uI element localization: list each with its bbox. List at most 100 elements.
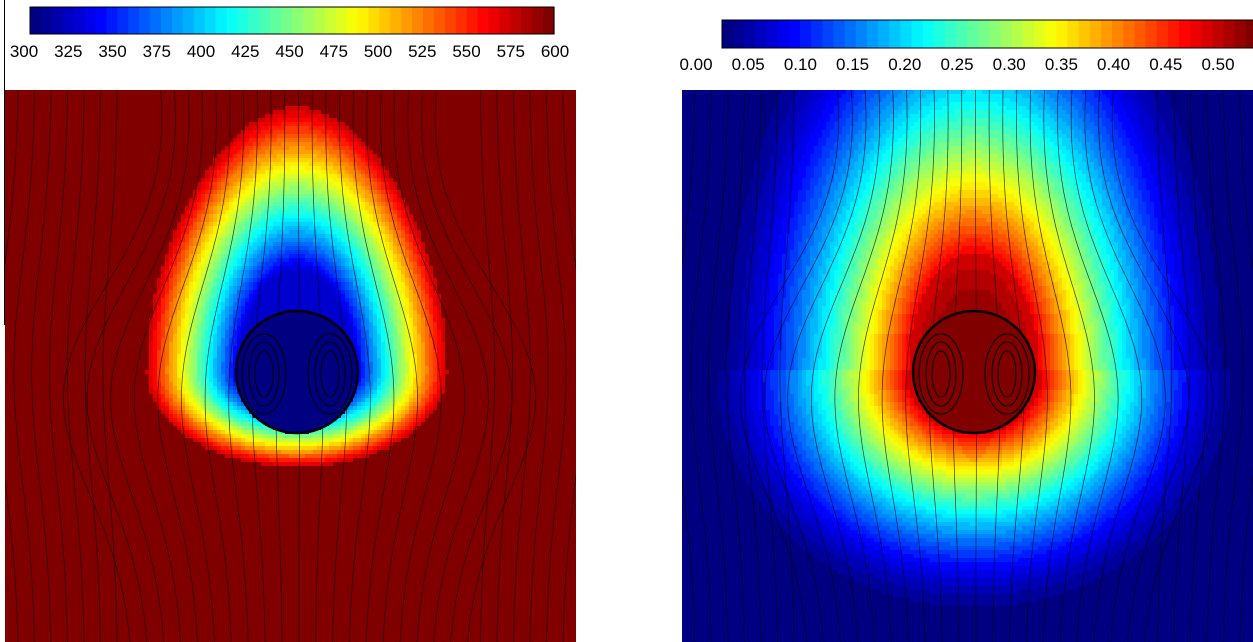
temperature-colorbar-swatch xyxy=(161,7,173,34)
temperature-colorbar-swatch xyxy=(281,7,293,34)
temperature-streamline xyxy=(49,90,69,642)
concentration-colorbar-swatch xyxy=(866,20,879,48)
temperature-colorbar-swatch xyxy=(128,7,140,34)
temperature-colorbar-tick-label: 475 xyxy=(320,42,348,61)
concentration-colorbar-swatch xyxy=(1000,20,1013,48)
concentration-colorbar-swatch xyxy=(1167,20,1180,48)
concentration-colorbar-swatch xyxy=(1067,20,1080,48)
colorbar-temperature: 300 325 350 375 400 425 450 475 500 525 550 575 600 xyxy=(10,6,569,61)
concentration-colorbar-tick-label: 0.00 xyxy=(679,55,712,74)
concentration-colorbar-swatch xyxy=(922,20,935,48)
concentration-colorbar-swatch xyxy=(800,20,812,48)
temperature-colorbar-swatch xyxy=(215,7,228,34)
temperature-streamline xyxy=(545,90,567,642)
concentration-colorbar-swatch xyxy=(900,20,913,48)
temperature-colorbar-swatch xyxy=(346,7,359,34)
concentration-streamline xyxy=(1070,90,1143,642)
concentration-colorbar-swatch xyxy=(1223,20,1236,48)
concentration-streamline xyxy=(1084,90,1166,642)
concentration-streamline xyxy=(881,90,922,642)
temperature-colorbar-swatch xyxy=(73,7,86,34)
concentration-colorbar-swatch xyxy=(1056,20,1069,48)
temperature-colorbar-swatch xyxy=(106,7,118,34)
temperature-colorbar-swatch xyxy=(433,7,446,34)
concentration-colorbar-swatch xyxy=(833,20,846,48)
concentration-colorbar-swatch xyxy=(989,20,1002,48)
concentration-streamline xyxy=(810,90,881,642)
concentration-colorbar-swatch xyxy=(1201,20,1214,48)
concentration-colorbar-swatch xyxy=(811,20,823,48)
concentration-colorbar-swatch xyxy=(1178,20,1191,48)
temperature-colorbar-swatch xyxy=(204,7,217,34)
concentration-vortex-loop xyxy=(997,350,1017,398)
concentration-colorbar-swatch xyxy=(1123,20,1135,48)
temperature-vortex-loop xyxy=(254,350,274,398)
temperature-vortex-loop xyxy=(320,350,340,398)
concentration-colorbar-swatch xyxy=(933,20,946,48)
concentration-colorbar-swatch xyxy=(889,20,901,48)
temperature-colorbar-swatch xyxy=(368,7,380,34)
temperature-streamline xyxy=(13,90,35,642)
concentration-streamline xyxy=(905,90,935,642)
concentration-vortex-loop xyxy=(925,341,957,407)
concentration-colorbar-tick-label: 0.15 xyxy=(836,55,869,74)
concentration-colorbar-swatch xyxy=(911,20,924,48)
concentration-streamline xyxy=(834,90,894,642)
temperature-colorbar-swatch xyxy=(510,7,522,34)
temperature-colorbar-swatch xyxy=(62,7,75,34)
temperature-colorbar-tick-label: 375 xyxy=(143,42,171,61)
temperature-colorbar-swatch xyxy=(270,7,282,34)
concentration-colorbar-frame xyxy=(721,19,1253,49)
concentration-vortex-loop xyxy=(984,333,1030,415)
temperature-colorbar-swatch xyxy=(292,7,304,34)
temperature-streamline xyxy=(31,90,52,642)
concentration-droplet-core xyxy=(913,311,1035,433)
temperature-streamline xyxy=(407,90,489,642)
concentration-streamline xyxy=(779,90,795,642)
concentration-streamline xyxy=(761,90,779,642)
concentration-streamline xyxy=(1057,90,1119,642)
temperature-colorbar-tick-label: 550 xyxy=(452,42,480,61)
concentration-colorbar-swatch xyxy=(1100,20,1113,48)
concentration-streamline xyxy=(726,90,746,642)
concentration-colorbar-swatch xyxy=(766,20,779,48)
concentration-colorbar-swatch xyxy=(1212,20,1225,48)
temperature-droplet-core xyxy=(236,311,358,433)
concentration-streamline xyxy=(743,90,762,642)
concentration-vortex-loop xyxy=(931,350,951,398)
temperature-colorbar-tick-label: 575 xyxy=(497,42,525,61)
concentration-streamline xyxy=(1222,90,1244,642)
temperature-streamline xyxy=(102,90,118,642)
concentration-streamline xyxy=(1016,90,1048,642)
temperature-colorbar-swatch xyxy=(259,7,271,34)
temperature-streamline xyxy=(5,90,19,642)
temperature-streamline xyxy=(204,90,245,642)
temperature-colorbar-swatch xyxy=(423,7,435,34)
temperature-colorbar-swatch xyxy=(117,7,129,34)
temperature-colorbar-tick-label: 450 xyxy=(275,42,303,61)
temperature-streamline xyxy=(84,90,102,642)
concentration-streamline xyxy=(1111,90,1213,642)
concentration-colorbar-swatch xyxy=(1112,20,1124,48)
temperature-colorbar-swatch xyxy=(313,7,326,34)
temperature-colorbar-swatch xyxy=(150,7,162,34)
concentration-streamline xyxy=(740,90,840,642)
concentration-colorbar-swatch xyxy=(777,20,790,48)
temperature-colorbar-swatch xyxy=(532,7,544,34)
temperature-streamline xyxy=(479,90,496,642)
concentration-streamline xyxy=(787,90,867,642)
concentration-streamline xyxy=(1029,90,1072,642)
temperature-colorbar-swatch xyxy=(412,7,424,34)
concentration-colorbar-swatch xyxy=(733,20,745,48)
temperature-colorbar-frame xyxy=(29,6,555,35)
temperature-streamline xyxy=(512,90,531,642)
temperature-colorbar-swatch xyxy=(477,7,490,34)
temperature-colorbar-swatch xyxy=(226,7,239,34)
temperature-streamline xyxy=(228,90,258,642)
concentration-colorbar-swatch xyxy=(1045,20,1057,48)
concentration-streamline xyxy=(858,90,908,642)
temperature-streamline xyxy=(63,90,163,642)
temperature-colorbar-swatch xyxy=(455,7,468,34)
temperature-colorbar-tick-label: 300 xyxy=(10,42,38,61)
concentration-internal-vortices xyxy=(918,333,1030,415)
